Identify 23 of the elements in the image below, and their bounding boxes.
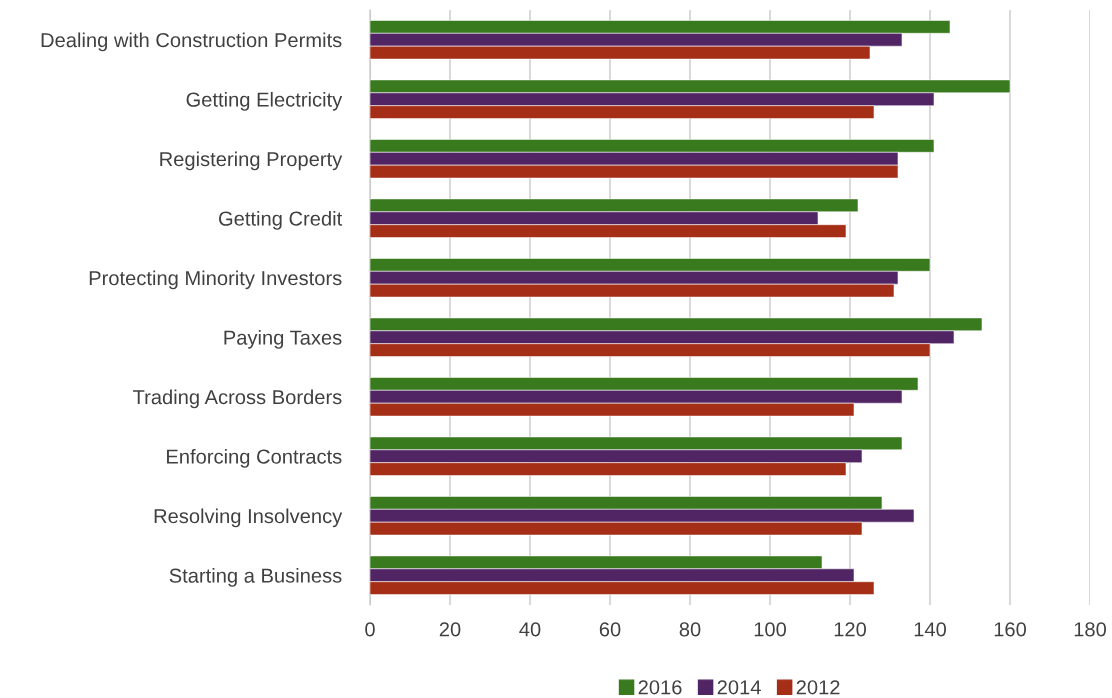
x-tick-label: 40 <box>519 622 541 637</box>
legend-label: 2014 <box>717 680 761 695</box>
legend-label: 2012 <box>796 680 840 695</box>
y-tick-label: Resolving Insolvency <box>154 508 343 528</box>
x-tick-label: 140 <box>914 622 947 637</box>
x-tick-label: 120 <box>834 622 867 637</box>
y-tick-label: Registering Property <box>160 151 343 171</box>
x-tick-label: 60 <box>599 622 621 637</box>
x-tick-label: 80 <box>679 622 701 637</box>
y-tick-label: Trading Across Borders <box>133 389 342 409</box>
y-tick-label: Dealing with Construction Permits <box>41 32 342 52</box>
x-tick-label: 20 <box>439 622 461 637</box>
x-tick-label: 160 <box>994 622 1027 637</box>
x-tick-label: 100 <box>754 622 787 637</box>
y-tick-label: Protecting Minority Investors <box>89 270 342 290</box>
y-tick-label: Paying Taxes <box>224 329 342 349</box>
y-tick-label: Getting Credit <box>219 210 343 230</box>
x-tick-label: 0 <box>365 622 375 637</box>
x-tick-label: 180 <box>1074 622 1107 637</box>
legend-label: 2016 <box>638 680 682 695</box>
y-tick-label: Enforcing Contracts <box>167 448 342 468</box>
y-tick-label: Starting a Business <box>169 567 342 587</box>
y-tick-label: Getting Electricity <box>186 91 343 111</box>
